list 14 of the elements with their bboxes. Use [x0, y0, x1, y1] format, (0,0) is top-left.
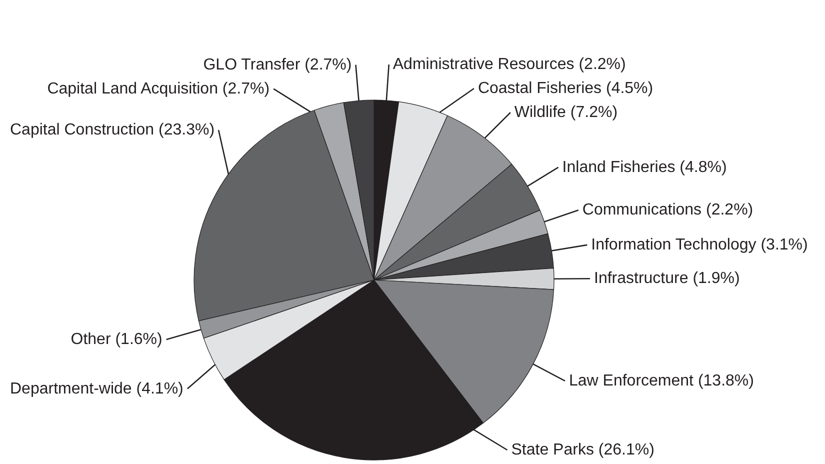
- slice-label: Capital Construction (23.3%): [10, 122, 215, 139]
- slice-label: Communications (2.2%): [582, 202, 754, 219]
- slice-label: Other (1.6%): [70, 330, 162, 348]
- slice-label: Wildlife (7.2%): [514, 104, 618, 122]
- slice-label: Law Enforcement (13.8%): [568, 372, 754, 390]
- slice-label: GLO Transfer (2.7%): [203, 56, 352, 74]
- slice-label: Administrative Resources (2.2%): [392, 56, 626, 74]
- slice-label: Infrastructure (1.9%): [594, 270, 740, 288]
- slice-label: State Parks (26.1%): [511, 442, 654, 458]
- slice-label: Information Technology (3.1%): [591, 236, 808, 254]
- slice-label: Coastal Fisheries (4.5%): [478, 80, 654, 98]
- slice-label: Inland Fisheries (4.8%): [562, 158, 727, 176]
- slice-label: Capital Land Acquisition (2.7%): [47, 80, 270, 98]
- slice-label: Department-wide (4.1%): [10, 380, 184, 398]
